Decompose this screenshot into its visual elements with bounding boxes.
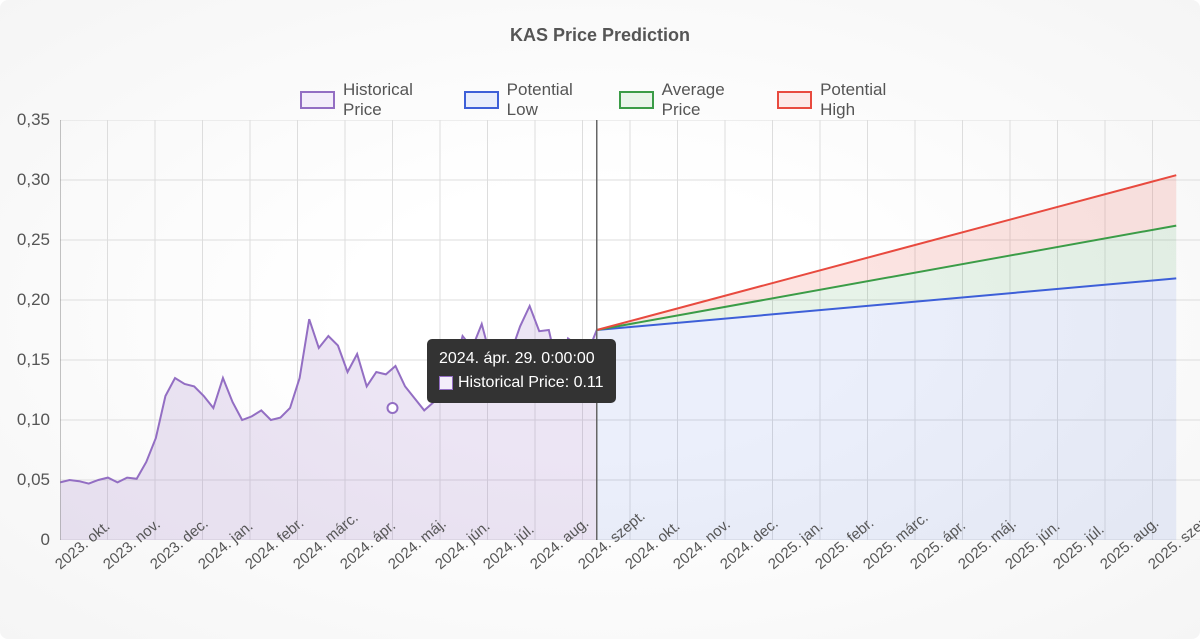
chart-title: KAS Price Prediction bbox=[510, 25, 690, 46]
legend-item-low[interactable]: Potential Low bbox=[464, 80, 584, 120]
chart-container: KAS Price Prediction Historical Price Po… bbox=[0, 0, 1200, 639]
legend-label: Average Price bbox=[662, 80, 742, 120]
y-tick-label: 0,20 bbox=[17, 290, 50, 310]
legend-swatch-historical bbox=[300, 91, 335, 109]
legend-label: Potential High bbox=[820, 80, 900, 120]
y-axis-labels: 00,050,100,150,200,250,300,35 bbox=[0, 120, 55, 540]
plot-area[interactable] bbox=[60, 120, 1200, 540]
legend-label: Historical Price bbox=[343, 80, 429, 120]
legend-item-avg[interactable]: Average Price bbox=[619, 80, 742, 120]
y-tick-label: 0,30 bbox=[17, 170, 50, 190]
legend-label: Potential Low bbox=[507, 80, 584, 120]
tooltip-swatch-icon bbox=[439, 376, 453, 390]
tooltip-value-row: Historical Price: 0.11 bbox=[439, 371, 604, 395]
chart-svg bbox=[60, 120, 1200, 540]
tooltip-series-value: 0.11 bbox=[574, 374, 604, 391]
y-tick-label: 0,35 bbox=[17, 110, 50, 130]
y-tick-label: 0,25 bbox=[17, 230, 50, 250]
legend-swatch-high bbox=[777, 91, 812, 109]
tooltip-date: 2024. ápr. 29. 0:00:00 bbox=[439, 347, 604, 371]
tooltip: 2024. ápr. 29. 0:00:00 Historical Price:… bbox=[427, 339, 616, 403]
y-tick-label: 0,05 bbox=[17, 470, 50, 490]
y-tick-label: 0,10 bbox=[17, 410, 50, 430]
tooltip-series-label: Historical Price: bbox=[458, 374, 574, 391]
legend-item-high[interactable]: Potential High bbox=[777, 80, 900, 120]
legend-swatch-low bbox=[464, 91, 499, 109]
legend-item-historical[interactable]: Historical Price bbox=[300, 80, 429, 120]
y-tick-label: 0 bbox=[41, 530, 50, 550]
legend-swatch-avg bbox=[619, 91, 654, 109]
y-tick-label: 0,15 bbox=[17, 350, 50, 370]
x-axis-labels: 2023. okt.2023. nov.2023. dec.2024. jan.… bbox=[60, 555, 1200, 635]
legend: Historical Price Potential Low Average P… bbox=[300, 80, 900, 120]
